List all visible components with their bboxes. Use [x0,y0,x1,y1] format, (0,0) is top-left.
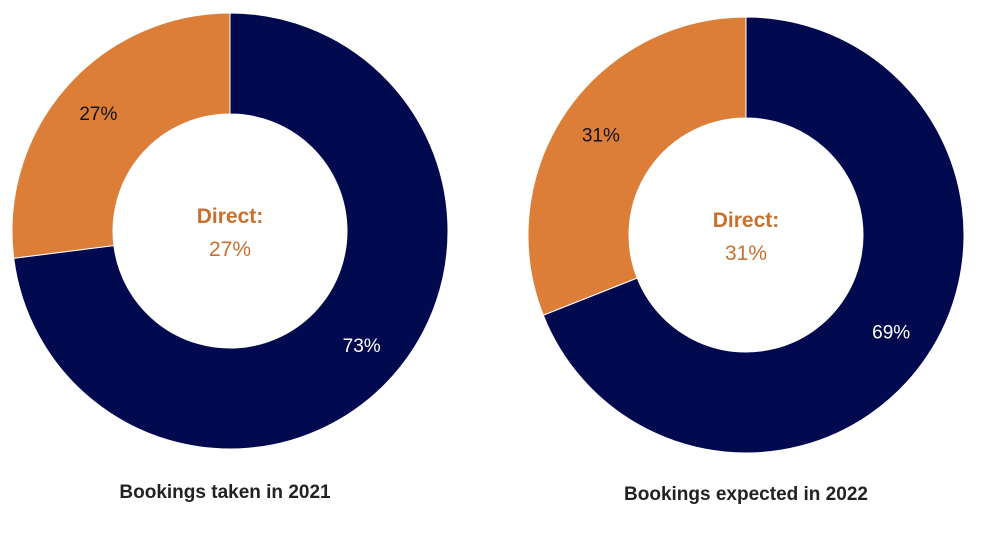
slice-label-direct-2022: 31% [582,125,620,146]
chart-caption-2022: Bookings expected in 2022 [624,484,868,505]
center-value-2022: 31% [725,242,767,265]
slice-direct-2022 [527,16,747,316]
slice-direct-2021 [11,12,231,259]
slice-other-2021 [13,12,449,450]
chart-caption-2021: Bookings taken in 2021 [119,482,331,503]
center-title-2022: Direct: [713,209,780,232]
donut-chart-2021: 27% 73% Direct: 27% Bookings taken in 20… [11,12,449,503]
center-title-2021: Direct: [197,205,264,228]
slice-label-other-2021: 73% [343,336,381,357]
center-value-2021: 27% [209,238,251,261]
slice-label-direct-2021: 27% [79,104,117,125]
slice-label-other-2022: 69% [872,323,910,344]
donut-chart-2022: 31% 69% Direct: 31% Bookings expected in… [527,16,965,505]
slice-other-2022 [542,16,965,454]
